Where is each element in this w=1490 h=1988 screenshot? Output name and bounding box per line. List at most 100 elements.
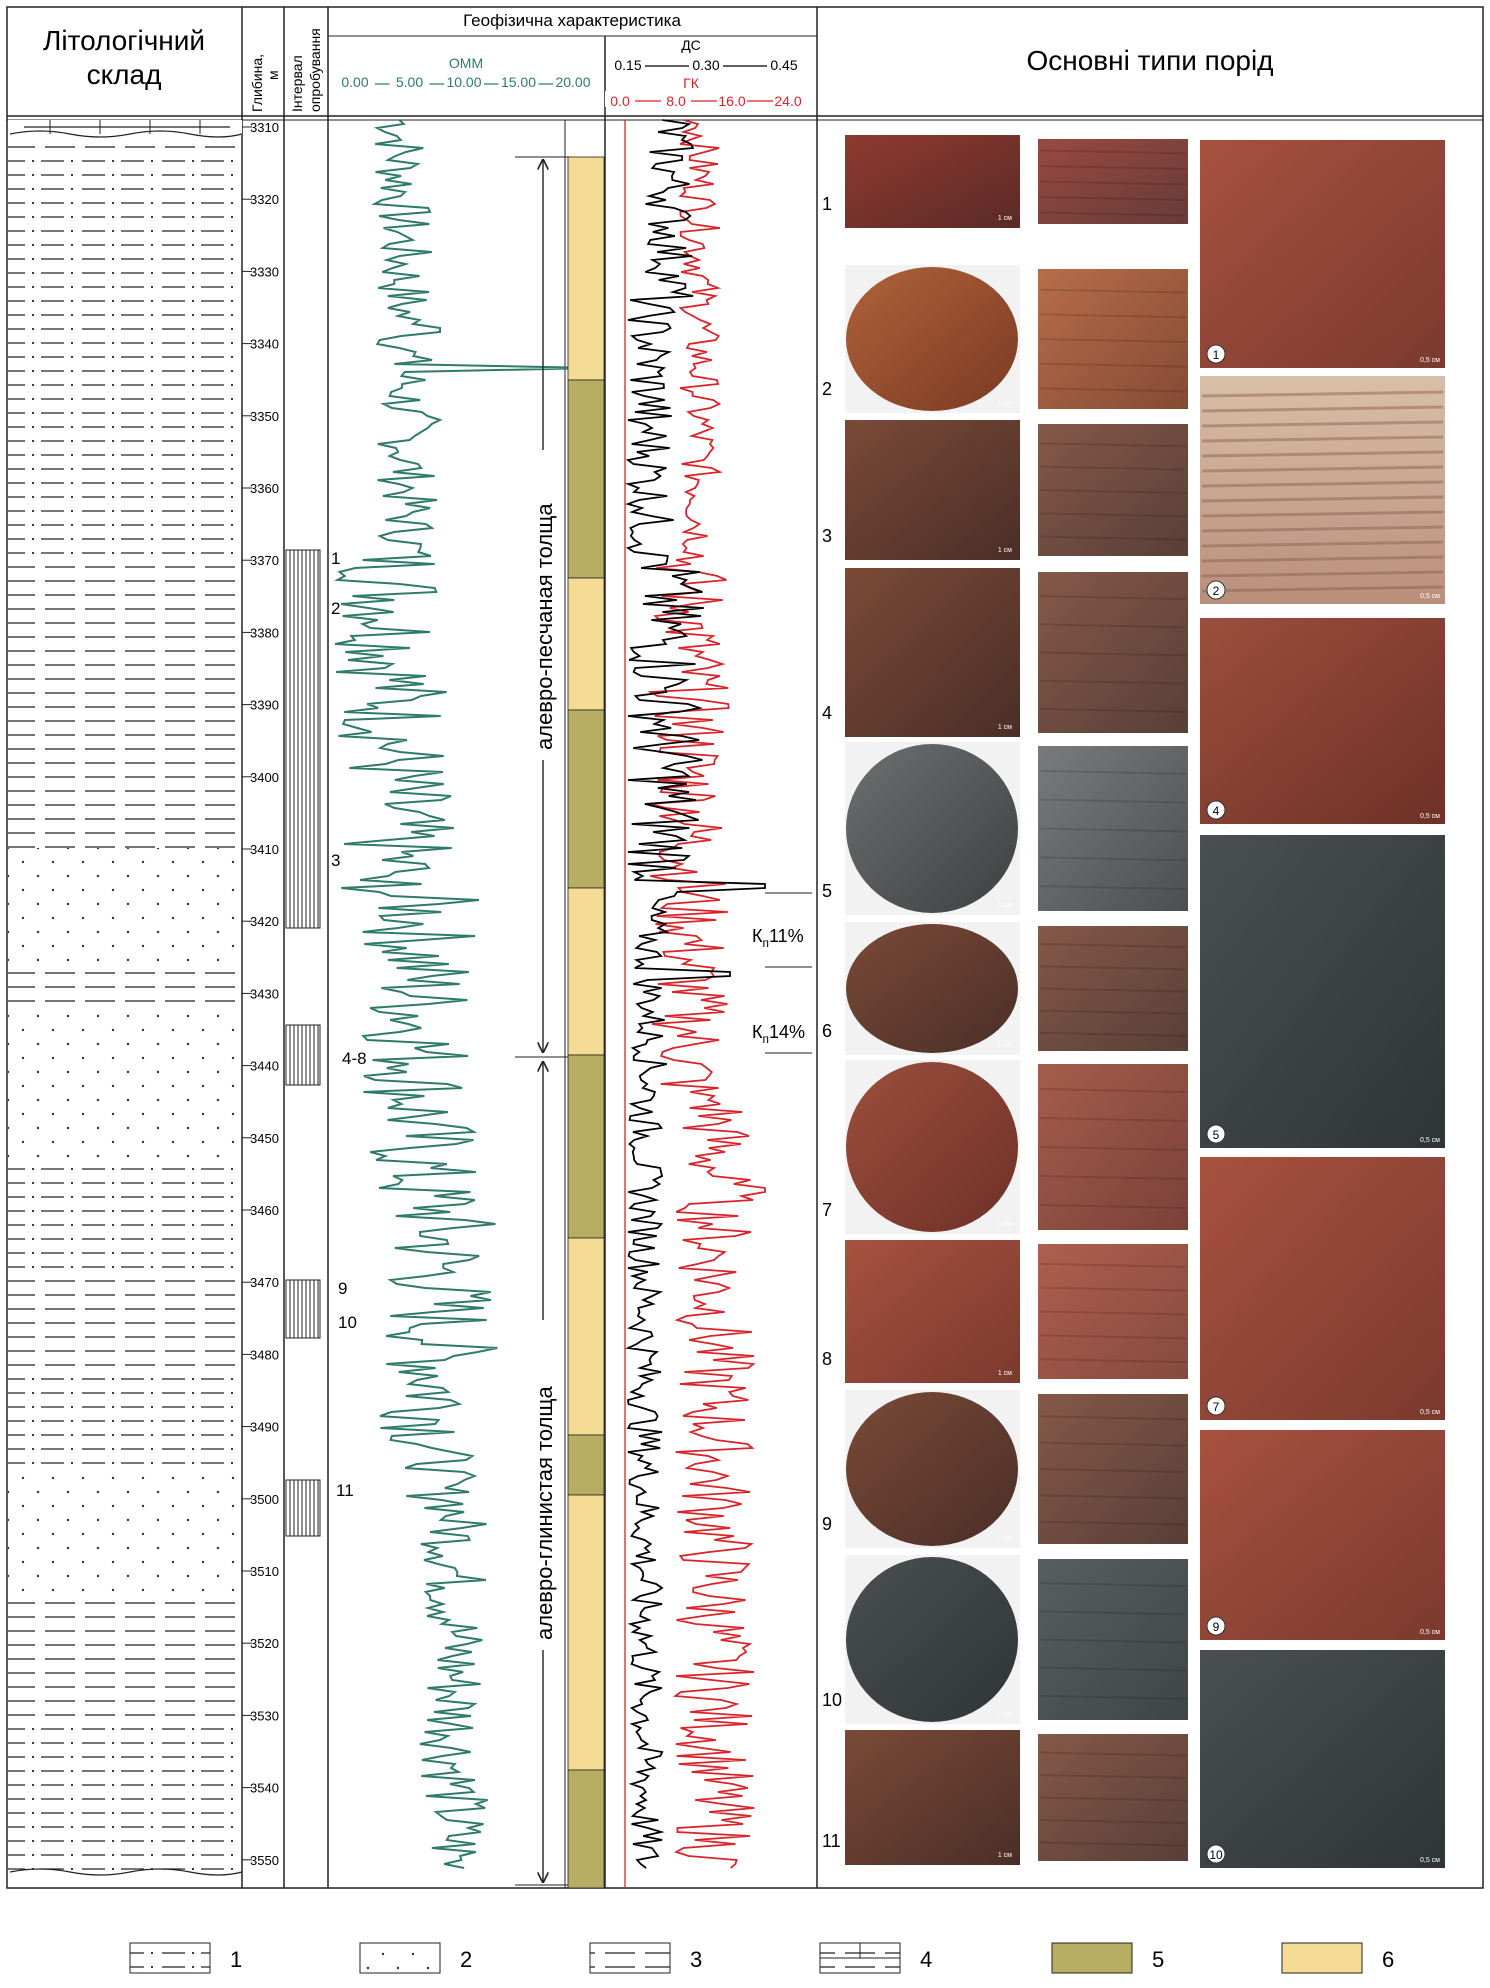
geophys-header: Геофізична характеристика — [463, 11, 681, 30]
core-photo-side — [1038, 746, 1188, 911]
gk-tick: 8.0 — [666, 93, 686, 109]
thin-section-number: 4 — [1213, 804, 1220, 818]
thin-section-photo — [1200, 618, 1445, 824]
depth-tick-label: 3510 — [250, 1564, 279, 1579]
thin-section-photo — [1200, 140, 1445, 368]
scale-bar-label: 1 см — [998, 1711, 1012, 1718]
outer-frame — [6, 6, 1484, 1889]
depth-tick-label: 3540 — [250, 1781, 279, 1796]
legend-label: 6 — [1382, 1947, 1394, 1972]
scale-bar-label: 1 см — [998, 1042, 1012, 1049]
photo-number: 8 — [822, 1349, 832, 1369]
ds-tick: 0.45 — [770, 57, 797, 73]
legend-label: 3 — [690, 1947, 702, 1972]
depth-tick-label: 3480 — [250, 1347, 279, 1362]
sample-label-10: 10 — [338, 1313, 357, 1332]
scale-bar-label: 1 см — [998, 1221, 1012, 1228]
core-photo-top — [846, 1062, 1018, 1232]
lower-strata-label: алевро-глинистая толща — [532, 1385, 557, 1640]
scale-bar-label: 1 см — [998, 1535, 1012, 1542]
thin-section-photo — [1200, 1157, 1445, 1420]
core-photo-top — [845, 1240, 1020, 1383]
scale-bar-label: 1 см — [998, 724, 1012, 731]
sample-label-4-8: 4-8 — [342, 1049, 367, 1068]
depth-header-line2: м — [265, 70, 281, 80]
legend-swatch — [359, 1942, 441, 1974]
depth-tick-label: 3520 — [250, 1636, 279, 1651]
sample-interval-4-8 — [285, 1024, 321, 1086]
scale-bar-label: 1 см — [998, 1370, 1012, 1377]
depth-tick-label: 3440 — [250, 1059, 279, 1074]
gk-tick: 16.0 — [718, 93, 745, 109]
sample-label-9: 9 — [338, 1279, 347, 1298]
legend-swatch — [129, 1942, 211, 1974]
photo-number: 10 — [822, 1690, 842, 1710]
sample-label-1: 1 — [331, 549, 340, 568]
omm-tick: 15.00 — [501, 74, 536, 90]
core-photo-side — [1038, 1394, 1188, 1544]
interval-header-line2: опробування — [307, 28, 323, 112]
lithology-column — [8, 120, 242, 1870]
thin-section-photo — [1200, 835, 1445, 1148]
upper-strata-label: алевро-песчаная толща — [532, 503, 557, 750]
gk-curve — [647, 119, 766, 1869]
legend-label: 2 — [460, 1947, 472, 1972]
thin-section-number: 2 — [1213, 584, 1220, 598]
ds-curve — [624, 119, 766, 1869]
thin-section-number: 1 — [1213, 348, 1220, 362]
legend-label: 5 — [1152, 1947, 1164, 1972]
depth-tick-label: 3470 — [250, 1275, 279, 1290]
core-photo-top — [845, 568, 1020, 737]
core-photo-side — [1038, 926, 1188, 1051]
gk-label: ГК — [683, 75, 700, 91]
omm-tick: 20.00 — [555, 74, 590, 90]
photo-number: 9 — [822, 1514, 832, 1534]
core-photo-side — [1038, 572, 1188, 733]
depth-tick-label: 3420 — [250, 914, 279, 929]
depth-tick-label: 3460 — [250, 1203, 279, 1218]
legend-label: 1 — [230, 1947, 242, 1972]
thin-section-number: 10 — [1209, 1848, 1223, 1862]
depth-tick-label: 3400 — [250, 770, 279, 785]
thin-section-number: 7 — [1213, 1400, 1220, 1414]
photo-number: 2 — [822, 379, 832, 399]
wavy-bottom — [9, 1868, 243, 1876]
sample-label-3: 3 — [331, 851, 340, 870]
depth-tick-label: 3310 — [250, 120, 279, 135]
photo-number: 7 — [822, 1200, 832, 1220]
lower-strata-label-bg — [527, 1320, 559, 1650]
depth-tick-label: 3390 — [250, 698, 279, 713]
scale-bar-label: 1 см — [998, 215, 1012, 222]
ds-tick: 0.30 — [692, 57, 719, 73]
sample-label-11: 11 — [336, 1481, 354, 1500]
depth-tick-label: 3410 — [250, 842, 279, 857]
depth-tick-label: 3430 — [250, 986, 279, 1001]
core-photo-top — [846, 267, 1018, 411]
core-photo-side — [1038, 1559, 1188, 1720]
core-photo-side — [1038, 139, 1188, 224]
sample-interval-1-3 — [285, 549, 321, 929]
scale-bar-label: 1 см — [998, 1852, 1012, 1859]
thin-section-photo — [1200, 1430, 1445, 1640]
thin-scale-label: 0,5 см — [1420, 593, 1440, 600]
photo-number: 5 — [822, 881, 832, 901]
scale-bar-label: 1 см — [998, 902, 1012, 909]
omm-curve — [334, 119, 596, 1869]
thin-scale-label: 0,5 см — [1420, 1857, 1440, 1864]
gk-tick: 0.0 — [610, 93, 630, 109]
core-photos: 1 1 см 2 1 см 3 1 см 4 1 см 5 1 см 6 1 см 7 1 см 8 1 см… — [822, 135, 1445, 1868]
depth-axis: 3310 3320 3330 3340 3350 3360 3370 3380 3390 3400… — [242, 120, 279, 1868]
photo-number: 1 — [822, 194, 832, 214]
depth-tick-label: 3350 — [250, 409, 279, 424]
photo-number: 11 — [822, 1831, 841, 1851]
depth-tick-label: 3530 — [250, 1708, 279, 1723]
sample-interval-9-10 — [285, 1279, 321, 1339]
thin-section-photo — [1200, 376, 1445, 604]
core-photo-side — [1038, 1064, 1188, 1230]
depth-tick-label: 3550 — [250, 1853, 279, 1868]
lithology-header-line1: Літологічний — [43, 25, 205, 56]
core-photo-top — [846, 1557, 1018, 1722]
strata-color-column — [567, 156, 605, 1889]
rock-types-header: Основні типи порід — [1026, 45, 1273, 76]
core-photo-top — [846, 744, 1018, 913]
